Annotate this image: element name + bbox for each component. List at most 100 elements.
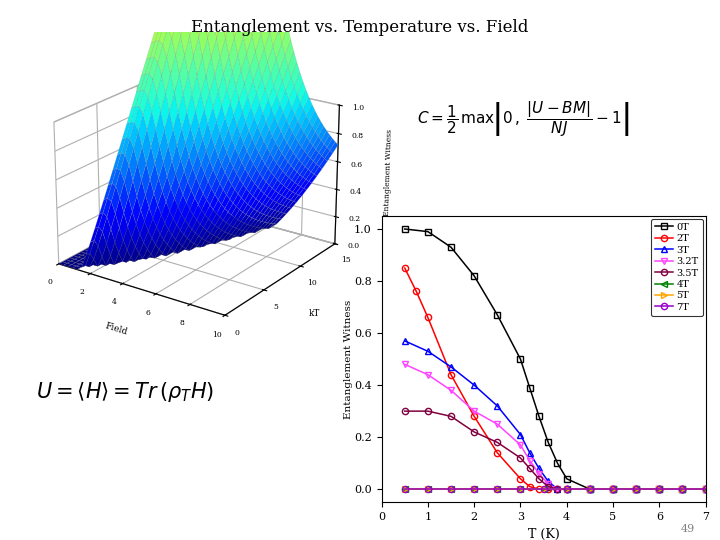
3.5T	[470, 429, 479, 435]
3.2T	[655, 486, 664, 492]
3.2T	[608, 486, 617, 492]
3T	[516, 431, 525, 438]
3T	[423, 348, 432, 355]
0T	[585, 486, 594, 492]
7T	[423, 486, 432, 492]
5T	[608, 486, 617, 492]
0T	[470, 273, 479, 279]
3.2T	[526, 457, 534, 464]
3.2T	[701, 486, 710, 492]
2T	[516, 476, 525, 482]
2T	[400, 265, 409, 271]
3.5T	[678, 486, 687, 492]
5T	[632, 486, 641, 492]
5T	[423, 486, 432, 492]
5T	[678, 486, 687, 492]
3.5T	[423, 408, 432, 414]
7T	[493, 486, 502, 492]
2T	[678, 486, 687, 492]
2T	[608, 486, 617, 492]
7T	[400, 486, 409, 492]
2T	[423, 314, 432, 321]
Line: 2T: 2T	[402, 265, 708, 492]
2T	[470, 413, 479, 420]
Line: 7T: 7T	[402, 486, 708, 492]
3.2T	[544, 481, 552, 487]
3T	[701, 486, 710, 492]
2T	[655, 486, 664, 492]
3.5T	[553, 486, 562, 492]
3.2T	[516, 442, 525, 448]
5T	[400, 486, 409, 492]
4T	[493, 486, 502, 492]
3.5T	[701, 486, 710, 492]
Line: 0T: 0T	[402, 226, 708, 492]
3T	[535, 465, 544, 471]
0T	[526, 384, 534, 391]
2T	[493, 449, 502, 456]
Line: 3.2T: 3.2T	[402, 361, 708, 492]
Line: 4T: 4T	[402, 486, 708, 492]
2T	[562, 486, 571, 492]
3T	[562, 486, 571, 492]
0T	[446, 244, 455, 251]
0T	[544, 439, 552, 446]
Line: 3T: 3T	[402, 338, 708, 492]
3.2T	[678, 486, 687, 492]
3T	[585, 486, 594, 492]
X-axis label: Field: Field	[104, 321, 128, 337]
0T	[493, 312, 502, 318]
4T	[655, 486, 664, 492]
0T	[423, 228, 432, 235]
5T	[655, 486, 664, 492]
Text: $C = \dfrac{1}{2}\,\mathrm{max}\!\left|0\,,\;\dfrac{|U - BM|}{NJ} - 1\right|$: $C = \dfrac{1}{2}\,\mathrm{max}\!\left|0…	[417, 99, 630, 139]
0T	[701, 486, 710, 492]
4T	[516, 486, 525, 492]
3.5T	[585, 486, 594, 492]
7T	[539, 486, 548, 492]
5T	[493, 486, 502, 492]
3.5T	[544, 483, 552, 490]
3T	[553, 486, 562, 492]
4T	[608, 486, 617, 492]
2T	[585, 486, 594, 492]
7T	[632, 486, 641, 492]
0T	[516, 356, 525, 362]
4T	[678, 486, 687, 492]
X-axis label: T (K): T (K)	[528, 528, 559, 540]
7T	[562, 486, 571, 492]
4T	[400, 486, 409, 492]
3T	[526, 449, 534, 456]
Y-axis label: Entanglement Witness: Entanglement Witness	[343, 300, 353, 418]
5T	[585, 486, 594, 492]
3.2T	[632, 486, 641, 492]
3.2T	[553, 486, 562, 492]
7T	[470, 486, 479, 492]
3.5T	[535, 476, 544, 482]
3T	[470, 382, 479, 388]
0T	[632, 486, 641, 492]
2T	[553, 486, 562, 492]
3T	[678, 486, 687, 492]
0T	[553, 460, 562, 467]
2T	[701, 486, 710, 492]
3.5T	[655, 486, 664, 492]
3.5T	[632, 486, 641, 492]
3.5T	[608, 486, 617, 492]
3.2T	[535, 470, 544, 477]
Y-axis label: kT: kT	[309, 309, 320, 318]
3.2T	[562, 486, 571, 492]
0T	[562, 476, 571, 482]
3.2T	[423, 372, 432, 378]
3.5T	[493, 439, 502, 446]
3.5T	[446, 413, 455, 420]
5T	[470, 486, 479, 492]
3.2T	[400, 361, 409, 368]
3T	[400, 338, 409, 344]
0T	[655, 486, 664, 492]
3.2T	[446, 387, 455, 394]
3.5T	[516, 455, 525, 461]
Text: 49: 49	[680, 523, 695, 534]
4T	[423, 486, 432, 492]
0T	[400, 226, 409, 232]
